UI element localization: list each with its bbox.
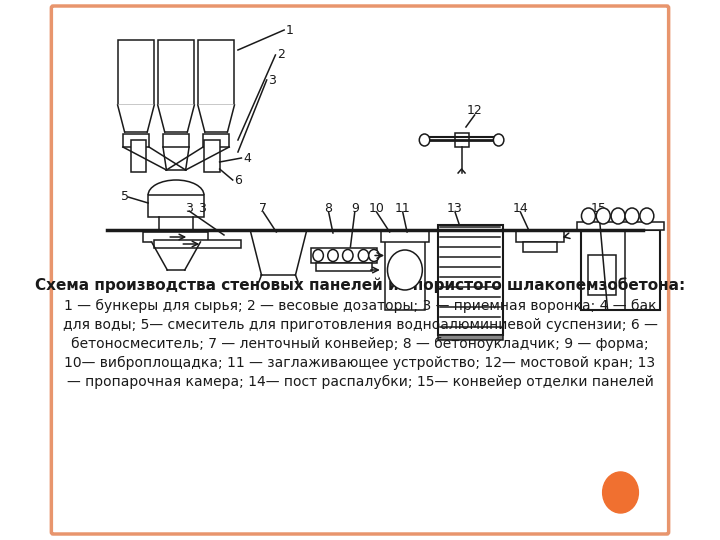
- Bar: [198, 40, 235, 105]
- Circle shape: [369, 249, 379, 261]
- Text: 12: 12: [467, 104, 482, 117]
- Bar: [131, 140, 146, 172]
- Circle shape: [328, 249, 338, 261]
- Text: 9: 9: [351, 201, 359, 214]
- Circle shape: [582, 208, 595, 224]
- Bar: [148, 195, 204, 217]
- Text: 11: 11: [395, 201, 410, 214]
- Polygon shape: [198, 105, 235, 132]
- Text: для воды; 5— смеситель для приготовления водноалюминиевой суспензии; 6 —: для воды; 5— смеситель для приготовления…: [63, 318, 657, 332]
- Text: 8: 8: [325, 201, 333, 214]
- Bar: [204, 140, 220, 172]
- Text: 2: 2: [277, 49, 285, 62]
- Text: 3: 3: [198, 201, 206, 214]
- Bar: [582, 230, 660, 310]
- Polygon shape: [158, 105, 194, 132]
- Text: 1: 1: [286, 24, 294, 37]
- Circle shape: [625, 208, 639, 224]
- Text: 3: 3: [185, 201, 193, 214]
- Circle shape: [603, 472, 639, 513]
- Bar: [438, 335, 503, 340]
- Circle shape: [611, 208, 625, 224]
- Circle shape: [640, 208, 654, 224]
- Bar: [381, 230, 429, 242]
- Text: — пропарочная камера; 14— пост распалубки; 15— конвейер отделки панелей: — пропарочная камера; 14— пост распалубк…: [66, 375, 654, 389]
- Text: 14: 14: [513, 201, 528, 214]
- Circle shape: [359, 249, 369, 261]
- Bar: [154, 240, 241, 248]
- Circle shape: [419, 134, 430, 146]
- Text: 15: 15: [591, 201, 607, 214]
- Text: бетоносмеситель; 7 — ленточный конвейер; 8 — бетоноукладчик; 9 — форма;: бетоносмеситель; 7 — ленточный конвейер;…: [71, 337, 649, 351]
- Polygon shape: [152, 242, 200, 270]
- Bar: [588, 255, 616, 295]
- Bar: [158, 40, 194, 105]
- Text: 13: 13: [447, 201, 463, 214]
- Text: 6: 6: [235, 173, 243, 186]
- Bar: [454, 133, 469, 147]
- Bar: [438, 225, 503, 335]
- FancyBboxPatch shape: [51, 6, 669, 534]
- Circle shape: [596, 208, 611, 224]
- Bar: [123, 134, 149, 147]
- Bar: [163, 134, 189, 147]
- Bar: [143, 232, 208, 242]
- Bar: [577, 222, 665, 230]
- Polygon shape: [117, 105, 154, 132]
- Text: 3: 3: [269, 73, 276, 86]
- Text: 5: 5: [121, 191, 129, 204]
- Circle shape: [343, 249, 353, 261]
- Text: 4: 4: [243, 152, 251, 165]
- Bar: [117, 40, 154, 105]
- Bar: [315, 263, 372, 271]
- Text: Схема производства стеновых панелей из пористого шлакопемзобетона:: Схема производства стеновых панелей из п…: [35, 277, 685, 293]
- Circle shape: [313, 249, 323, 261]
- Bar: [311, 248, 377, 263]
- Text: 1 — бункеры для сырья; 2 — весовые дозаторы; 3 — приемная воронка; 4 — бак: 1 — бункеры для сырья; 2 — весовые дозат…: [63, 299, 657, 313]
- Text: 10— виброплощадка; 11 — заглаживающее устройство; 12— мостовой кран; 13: 10— виброплощадка; 11 — заглаживающее ус…: [64, 356, 656, 370]
- Circle shape: [493, 134, 504, 146]
- Polygon shape: [250, 230, 307, 275]
- Bar: [203, 134, 229, 147]
- Bar: [516, 230, 564, 242]
- Text: 7: 7: [259, 201, 267, 214]
- Bar: [523, 242, 557, 252]
- Bar: [385, 230, 425, 310]
- Circle shape: [387, 250, 423, 290]
- Text: 10: 10: [369, 201, 384, 214]
